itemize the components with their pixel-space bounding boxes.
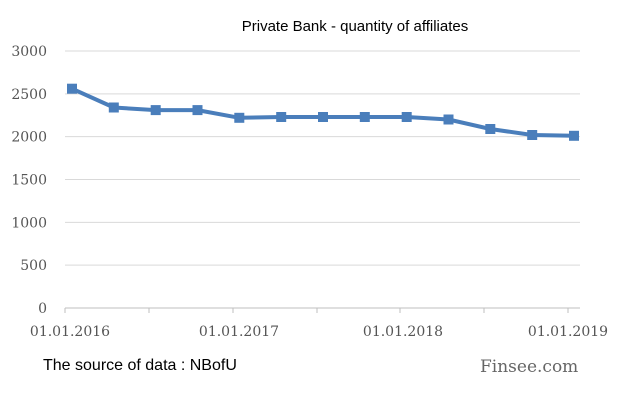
x-axis — [64, 307, 580, 313]
x-tick-label: 01.01.2016 — [30, 324, 110, 340]
data-point-marker — [401, 112, 412, 122]
data-point-marker — [318, 112, 328, 122]
chart-title: Private Bank - quantity of affiliates — [242, 18, 469, 35]
data-point-marker — [527, 130, 538, 140]
data-point-marker — [234, 112, 245, 123]
y-tick-label: 3000 — [11, 44, 47, 60]
data-point-marker — [108, 102, 119, 113]
data-point-marker — [192, 105, 203, 116]
y-tick-label: 2500 — [11, 87, 47, 103]
data-point-marker — [67, 83, 77, 94]
brand-watermark: Finsee.com — [480, 357, 579, 377]
data-point-marker — [150, 105, 161, 116]
y-tick-label: 1500 — [11, 173, 47, 189]
data-source-note: The source of data : NBofU — [43, 357, 237, 374]
y-tick-label: 2000 — [11, 130, 47, 146]
data-point-marker — [485, 124, 496, 134]
y-axis-tick-labels: 0 500 1000 1500 2000 2500 3000 — [11, 44, 47, 317]
y-tick-label: 1000 — [11, 215, 47, 231]
series-layer — [67, 83, 579, 141]
x-axis-tick-labels: 01.01.2016 01.01.2017 01.01.2018 01.01.2019 — [30, 324, 608, 340]
x-tick-label: 01.01.2019 — [528, 324, 608, 340]
data-point-marker — [443, 114, 454, 125]
x-tick-label: 01.01.2018 — [363, 324, 443, 340]
data-point-marker — [569, 130, 579, 141]
y-tick-label: 500 — [20, 258, 47, 274]
gridlines — [65, 50, 580, 266]
y-tick-label: 0 — [38, 301, 47, 317]
data-point-marker — [276, 112, 287, 122]
x-tick-label: 01.01.2017 — [199, 324, 279, 340]
data-point-marker — [359, 112, 370, 122]
